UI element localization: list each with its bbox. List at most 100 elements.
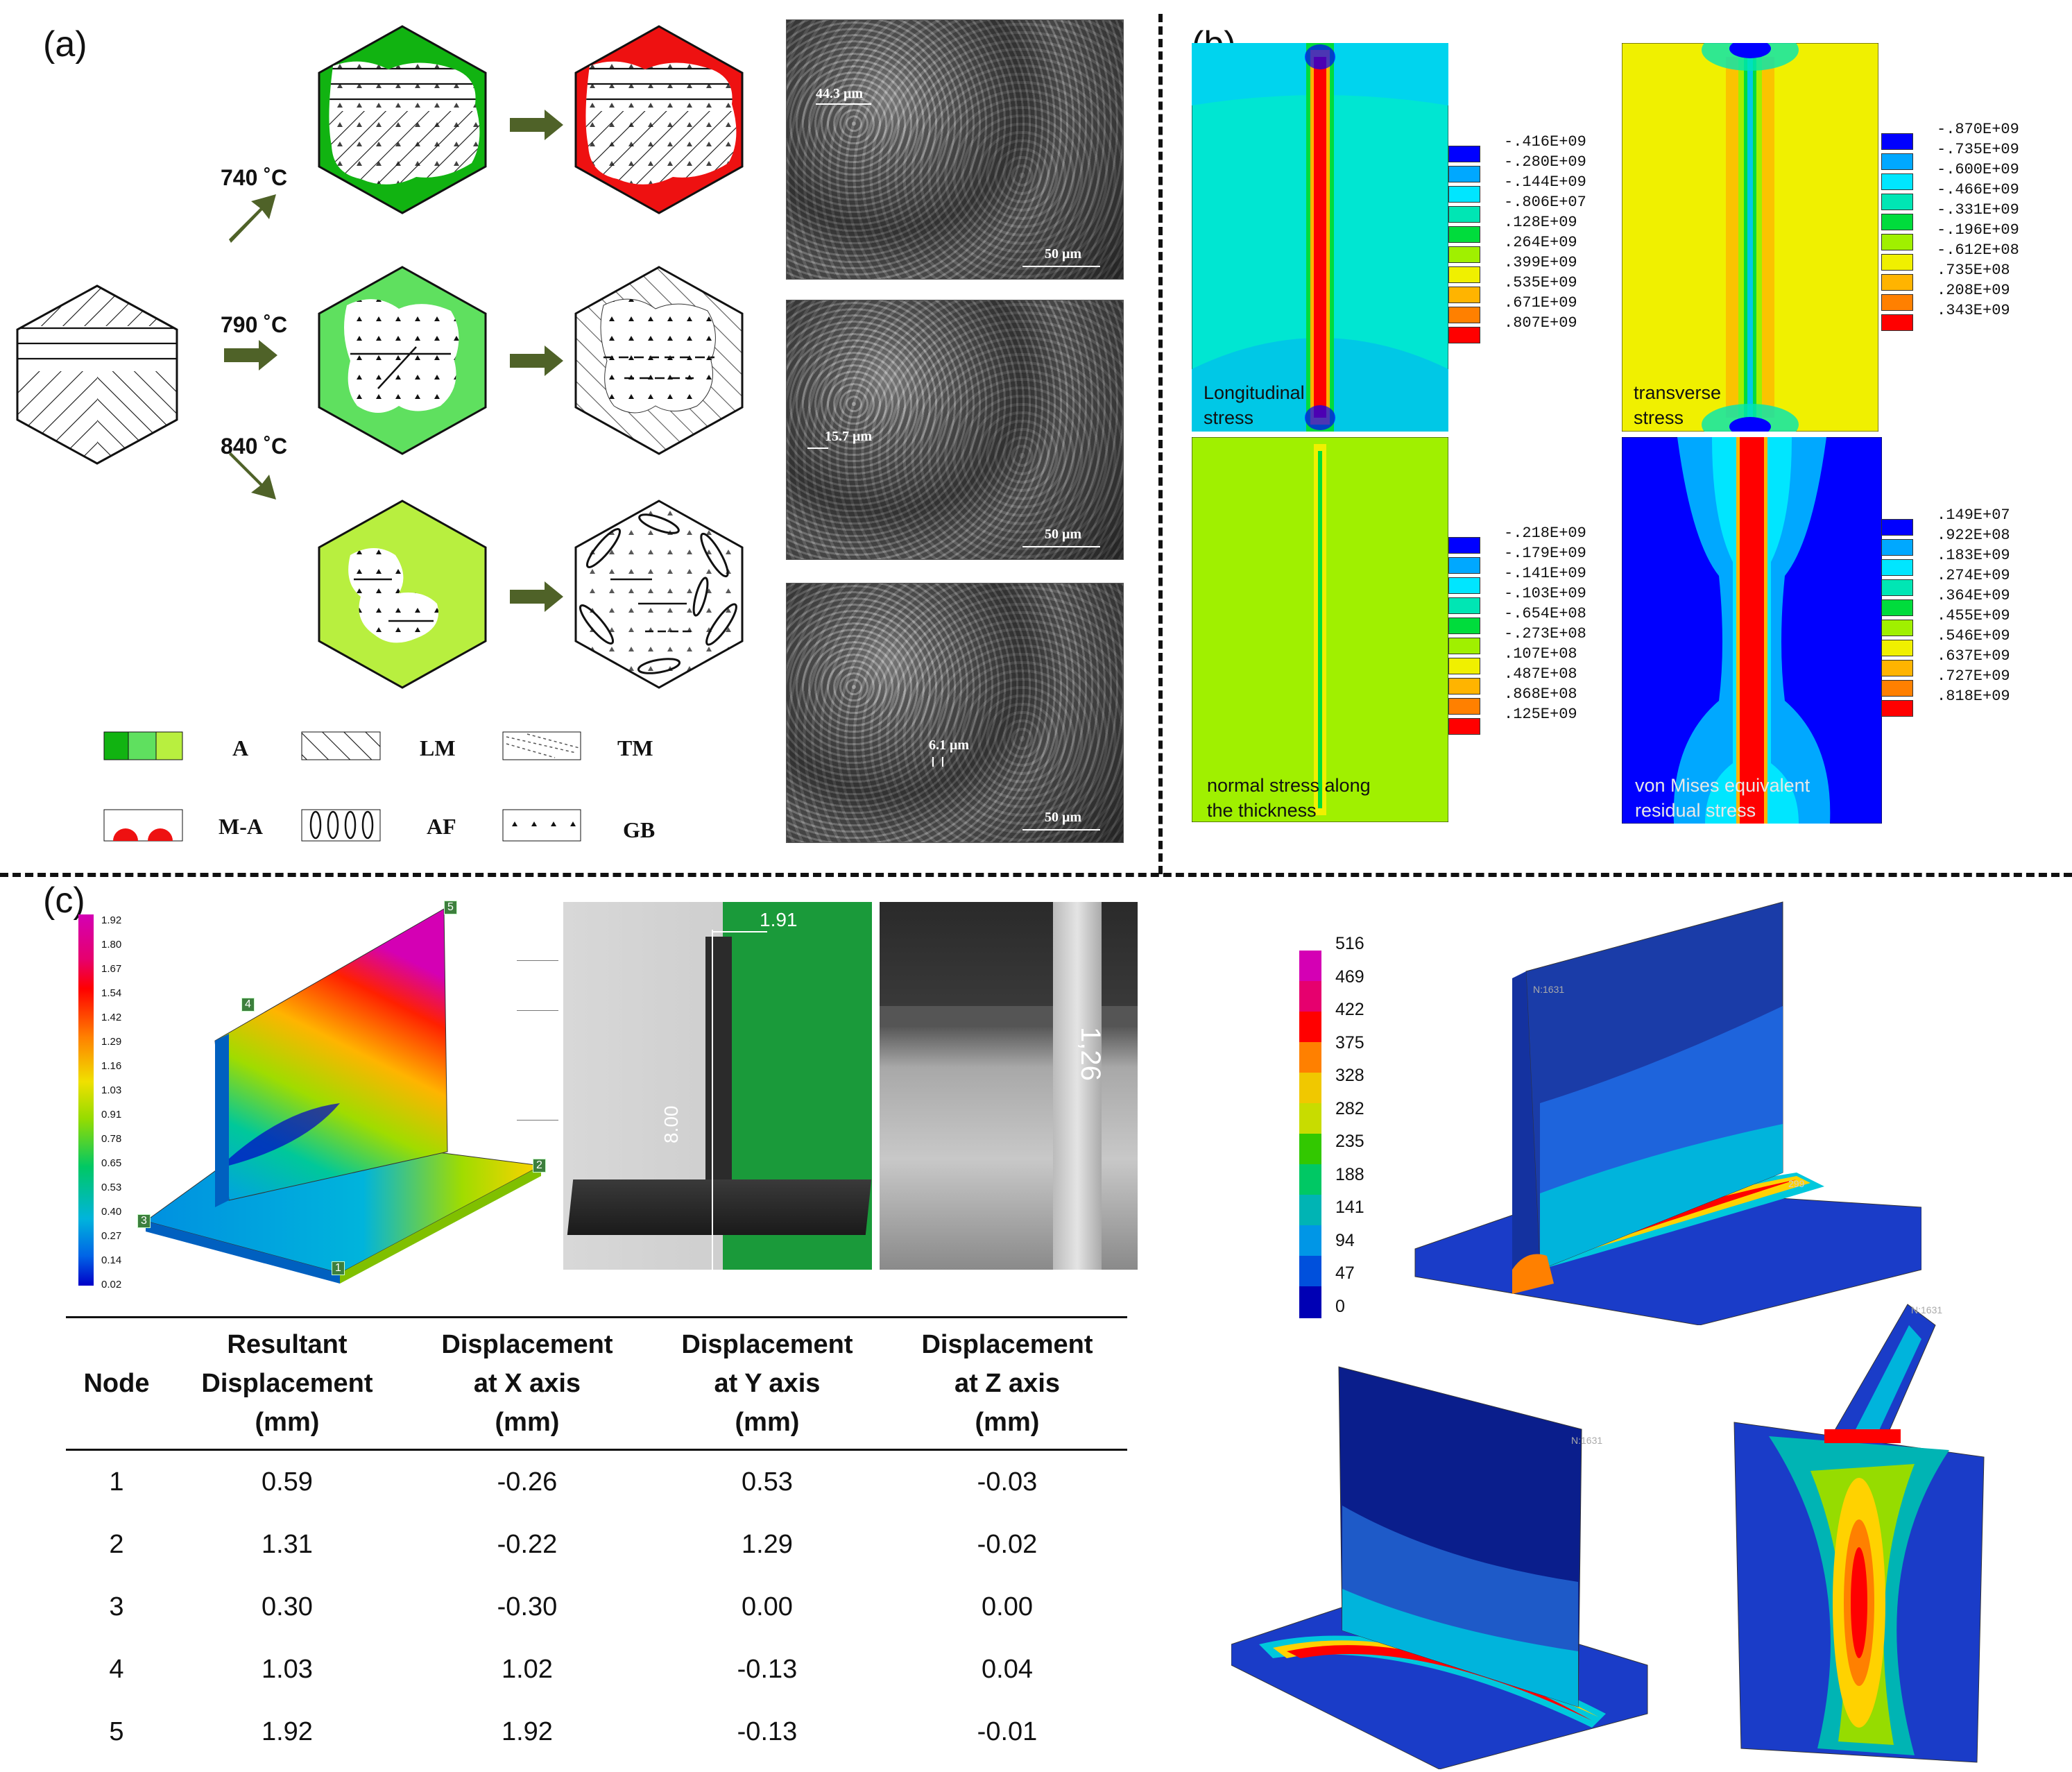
- displacement-table: Node Resultant Displacement (mm) Displacemen…: [66, 1318, 1127, 1763]
- colorbar-swatch: [1881, 519, 1913, 536]
- caption-normal-l1: normal stress along: [1207, 775, 1371, 796]
- fem-node-tag-2: 299: [1788, 1178, 1805, 1189]
- table-header-cell: Displacement at X axis (mm): [406, 1318, 647, 1451]
- colorbar-value: .487E+08: [1504, 665, 1577, 683]
- colorbar-value: -.144E+09: [1504, 173, 1586, 191]
- node-tag-3: 3: [137, 1214, 151, 1228]
- colorbar-value: -.806E+07: [1504, 194, 1586, 211]
- grain-740-b: [574, 25, 744, 214]
- colorbar-swatch: [1448, 658, 1480, 674]
- colorbar-value: -.654E+08: [1504, 605, 1586, 622]
- table-cell: -0.22: [497, 1529, 558, 1559]
- table-header-cell: Displacement at Y axis (mm): [647, 1318, 887, 1451]
- colorbar-value: .671E+09: [1504, 294, 1577, 312]
- table-header-line: (mm): [975, 1408, 1040, 1437]
- table-cell: 1.31: [261, 1529, 313, 1559]
- legend-af-swatch: [301, 809, 381, 842]
- colorbar-value: .364E+09: [1937, 587, 2010, 604]
- colorbar-swatch: [1448, 206, 1480, 223]
- stress-scale-label: 94: [1335, 1230, 1355, 1250]
- colorbar-swatch: [1881, 700, 1913, 717]
- arrow-740: [229, 194, 276, 243]
- legend-label-lm: LM: [420, 735, 456, 760]
- legend-gb-swatch: [502, 809, 581, 842]
- displacement-colorbar: [78, 914, 94, 1286]
- legend-label-ma: M-A: [219, 814, 263, 839]
- displacement-scale-label: 0.78: [101, 1133, 122, 1145]
- stress-scale-label: 328: [1335, 1066, 1364, 1085]
- table-cell: 0.30: [261, 1592, 313, 1621]
- table-row: 3 0.30 -0.30 0.00 0.00: [66, 1576, 1127, 1638]
- colorbar-swatch: [1448, 186, 1480, 203]
- caption-longitudinal-l1: Longitudinal: [1204, 382, 1305, 403]
- caption-normal-l2: the thickness: [1207, 800, 1317, 821]
- caption-von-mises-l2: residual stress: [1635, 800, 1756, 821]
- colorbar-swatch: [1881, 234, 1913, 250]
- caption-transverse-l1: transverse: [1634, 382, 1722, 403]
- colorbar-value: .274E+09: [1937, 567, 2010, 584]
- sem-scale-2: 50 μm: [1045, 527, 1081, 542]
- panel-label-a: (a): [43, 24, 87, 65]
- stress-scale-label: 188: [1335, 1164, 1364, 1184]
- table-header-line: Displacement: [441, 1330, 613, 1359]
- colorbar-swatch: [1881, 294, 1913, 311]
- colorbar-value: -.179E+09: [1504, 545, 1586, 562]
- photo-tick-3: [517, 1120, 558, 1121]
- table-header-line: Node: [83, 1369, 150, 1398]
- stress-map-von-mises: [1622, 437, 1882, 824]
- stress-scale-label: 516: [1335, 934, 1364, 953]
- legend-label-tm: TM: [617, 735, 653, 760]
- colorbar-value: -.600E+09: [1937, 161, 2019, 178]
- colorbar-value: -.466E+09: [1937, 181, 2019, 198]
- colorbar-swatch: [1881, 173, 1913, 190]
- displacement-scale-label: 1.80: [101, 939, 122, 951]
- photo-tick-2: [517, 1010, 558, 1011]
- sem-scale-1: 50 μm: [1045, 246, 1081, 262]
- colorbar-swatch: [1448, 597, 1480, 614]
- displacement-scale-label: 0.91: [101, 1109, 122, 1121]
- table-cell: 1: [109, 1467, 124, 1497]
- stress-scale-label: 0: [1335, 1296, 1345, 1316]
- table-header-line: (mm): [735, 1408, 800, 1437]
- displacement-scale-label: 0.14: [101, 1254, 122, 1266]
- displacement-scale-label: 1.92: [101, 914, 122, 926]
- table-cell: 1.29: [741, 1529, 793, 1559]
- displacement-scale-label: 1.16: [101, 1060, 122, 1072]
- legend-tm-swatch: [502, 731, 581, 760]
- stress-scale-label: 141: [1335, 1198, 1364, 1217]
- sem-measure-3: 6.1 μm: [929, 738, 969, 753]
- legend-label-af: AF: [427, 814, 456, 839]
- colorbar-value: .208E+09: [1937, 282, 2010, 299]
- table-row: 2 1.31 -0.22 1.29 -0.02: [66, 1513, 1127, 1576]
- caption-von-mises-l1: von Mises equivalent: [1635, 775, 1810, 796]
- legend-label-a: A: [232, 735, 249, 760]
- colorbar-value: -.735E+09: [1937, 141, 2019, 158]
- fem-node-tag-4: N:1631: [1911, 1304, 1943, 1315]
- specimen-photo-ruler: [880, 902, 1138, 1270]
- colorbar-swatch: [1448, 327, 1480, 343]
- photo-label-1-91: 1.91: [760, 909, 798, 930]
- table-cell: 4: [109, 1654, 124, 1684]
- table-cell: -0.02: [977, 1529, 1038, 1559]
- table-cell: 0.04: [982, 1654, 1033, 1684]
- table-header-line: (mm): [255, 1408, 320, 1437]
- grain-840-b: [574, 500, 744, 689]
- table-cell: 2: [109, 1529, 124, 1559]
- colorbar-value: .399E+09: [1504, 254, 1577, 271]
- table-header-cell: Resultant Displacement (mm): [166, 1318, 407, 1451]
- grain-790-b: [574, 266, 744, 455]
- colorbar-swatch: [1881, 274, 1913, 291]
- table-cell: 0.53: [741, 1467, 793, 1497]
- table-header-cell: Node: [66, 1318, 167, 1451]
- displacement-scale-label: 1.42: [101, 1012, 122, 1023]
- colorbar-swatch: [1448, 307, 1480, 323]
- table-cell: 3: [109, 1592, 124, 1621]
- stress-scale-label: 422: [1335, 1000, 1364, 1019]
- table-row: 4 1.03 1.02 -0.13 0.04: [66, 1638, 1127, 1701]
- colorbar-value: .922E+08: [1937, 527, 2010, 544]
- table-cell: 1.03: [261, 1654, 313, 1684]
- colorbar-swatch: [1881, 539, 1913, 556]
- colorbar-value: .149E+07: [1937, 506, 2010, 524]
- table-header-cell: Displacement at Z axis (mm): [887, 1318, 1127, 1451]
- displacement-scale-label: 1.54: [101, 987, 122, 999]
